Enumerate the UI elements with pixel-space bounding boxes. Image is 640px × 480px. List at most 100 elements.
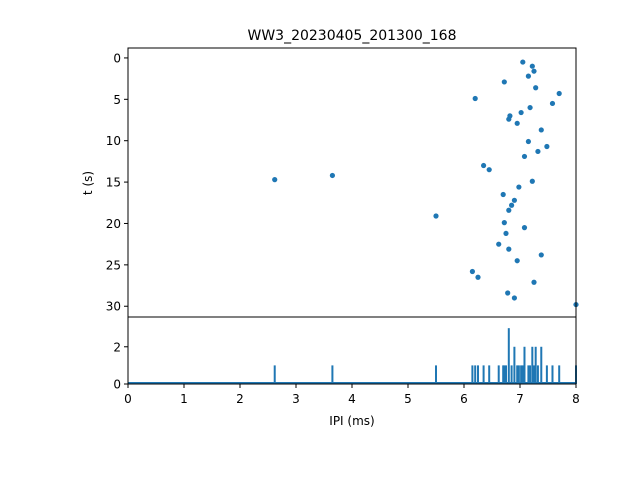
x-axis-label: IPI (ms): [329, 414, 374, 428]
histogram-bar: [551, 365, 554, 384]
histogram-bar: [529, 365, 532, 384]
y-tick-label: 30: [106, 300, 121, 314]
y-axis-label: t (s): [81, 171, 95, 195]
x-tick-label: 8: [572, 392, 580, 406]
data-point: [501, 220, 507, 226]
histogram-bar: [331, 365, 334, 384]
histogram-bar: [523, 346, 526, 384]
x-tick-label: 6: [460, 392, 468, 406]
x-tick-label: 3: [292, 392, 300, 406]
y-tick-label: 15: [106, 176, 121, 190]
histogram-bar: [527, 365, 530, 384]
hist-y-tick-label: 0: [113, 378, 121, 392]
histogram-bar: [510, 365, 513, 384]
data-point: [496, 241, 502, 247]
histogram-bar: [502, 365, 505, 384]
data-point: [514, 120, 520, 126]
histogram-bar: [517, 365, 520, 384]
data-point: [272, 177, 278, 183]
y-tick-label: 20: [106, 217, 121, 231]
scatter-y-ticks: 0 5 10 15 20 25 30: [106, 51, 128, 314]
histogram-panel: 0 2 0 1 2 3 4 5 6 7 8 IPI (ms): [113, 316, 580, 428]
histogram-bar: [531, 346, 534, 384]
y-tick-label: 5: [113, 93, 121, 107]
data-point: [527, 104, 533, 111]
data-point: [486, 167, 492, 173]
data-point: [538, 127, 544, 133]
histogram-bar: [497, 365, 500, 384]
data-point: [521, 225, 528, 231]
x-tick-label: 7: [516, 392, 524, 406]
data-point: [506, 116, 512, 122]
histogram-bar: [273, 365, 276, 384]
histogram-bar: [505, 365, 507, 384]
x-tick-label: 2: [236, 392, 244, 406]
data-point: [538, 252, 544, 258]
data-point: [549, 100, 556, 107]
data-point: [505, 290, 511, 296]
histogram-bar: [477, 365, 479, 384]
histogram-bar: [471, 365, 474, 384]
data-point: [472, 95, 478, 102]
data-point: [501, 79, 507, 85]
data-point: [329, 172, 335, 179]
histogram-bar: [513, 346, 516, 384]
histogram-bar: [540, 346, 543, 384]
data-point: [433, 213, 439, 219]
data-point: [511, 197, 517, 203]
data-point: [535, 148, 541, 155]
histogram-bar: [482, 365, 485, 384]
histogram-bar: [520, 365, 523, 384]
data-point: [506, 207, 512, 213]
data-point: [533, 85, 539, 91]
histogram-bars: [128, 328, 577, 384]
histogram-bar: [488, 365, 491, 384]
data-point: [529, 178, 535, 184]
histogram-bar: [503, 365, 506, 384]
histogram-bar: [534, 346, 537, 384]
data-point: [556, 90, 562, 97]
data-point: [514, 258, 520, 264]
scatter-points: [272, 59, 579, 308]
histogram-bar: [474, 365, 477, 384]
histogram-ticks: 0 2 0 1 2 3 4 5 6 7 8: [113, 340, 579, 406]
data-point: [503, 230, 509, 237]
histogram-bar: [521, 365, 524, 384]
data-point: [529, 63, 535, 69]
data-point: [516, 184, 522, 190]
x-tick-label: 4: [348, 392, 356, 406]
histogram-bar: [545, 365, 548, 384]
data-point: [509, 202, 515, 208]
x-tick-label: 1: [180, 392, 188, 406]
histogram-bar: [507, 328, 510, 384]
data-point: [475, 274, 481, 280]
data-point: [506, 246, 512, 252]
data-point: [544, 143, 550, 150]
x-tick-label: 0: [124, 392, 132, 406]
data-point: [531, 68, 537, 74]
data-point: [521, 153, 528, 160]
data-point: [469, 268, 475, 275]
data-point: [525, 138, 532, 145]
histogram-bar: [516, 365, 519, 384]
y-tick-label: 10: [106, 134, 121, 148]
histogram-bar: [435, 365, 437, 384]
data-point: [500, 191, 506, 198]
hist-y-tick-label: 2: [113, 340, 121, 354]
data-point: [511, 295, 517, 301]
data-point: [525, 73, 532, 79]
y-tick-label: 25: [106, 258, 121, 272]
histogram-plot-frame: [127, 316, 577, 385]
histogram-bar: [558, 365, 561, 384]
data-point: [518, 109, 524, 116]
x-tick-label: 5: [404, 392, 412, 406]
chart-title: WW3_20230405_201300_168: [247, 28, 456, 44]
y-tick-label: 0: [113, 51, 121, 65]
histogram-bar: [533, 365, 535, 384]
data-point: [531, 279, 537, 285]
histogram-bar: [536, 365, 539, 384]
data-point: [520, 59, 526, 65]
data-point: [481, 162, 487, 169]
